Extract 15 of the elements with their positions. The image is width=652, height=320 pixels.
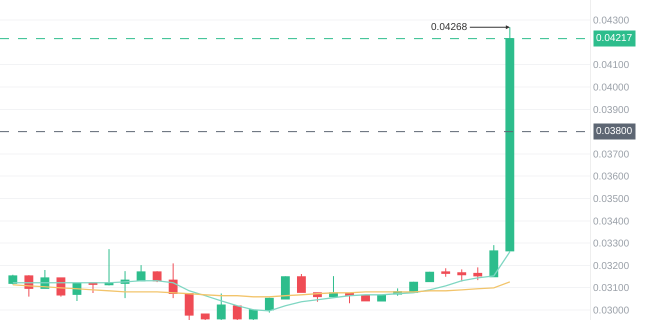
ref-line-label: 0.03800 <box>596 126 633 137</box>
y-tick-label: 0.03700 <box>593 149 630 160</box>
y-tick-label: 0.03100 <box>593 283 630 294</box>
y-tick-label: 0.03000 <box>593 305 630 316</box>
y-tick-label: 0.03400 <box>593 216 630 228</box>
y-tick-label: 0.04300 <box>593 16 630 27</box>
annotation: 0.04268 <box>431 22 468 33</box>
ref-line-label: 0.04217 <box>596 33 633 44</box>
y-tick-label: 0.03600 <box>593 172 630 183</box>
y-tick-label: 0.03900 <box>593 104 630 116</box>
y-tick-label: 0.03200 <box>593 260 630 272</box>
y-tick-label: 0.03500 <box>593 194 630 205</box>
y-tick-label: 0.04000 <box>593 82 630 94</box>
y-tick-label: 0.04100 <box>593 60 630 72</box>
y-tick-label: 0.03300 <box>593 238 630 250</box>
